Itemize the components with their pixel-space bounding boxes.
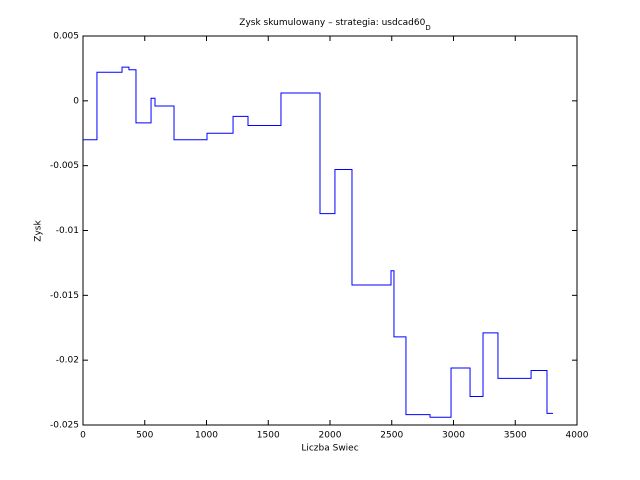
- y-tick-label: 0.005: [53, 32, 79, 42]
- x-tick-label: 3500: [504, 431, 527, 441]
- x-tick-label: 3000: [442, 431, 465, 441]
- y-tick-label: 0: [73, 96, 79, 106]
- x-tick-label: 4000: [566, 431, 589, 441]
- x-tick-label: 0: [80, 431, 86, 441]
- x-tick-label: 500: [136, 431, 153, 441]
- y-tick-label: -0.015: [50, 291, 79, 301]
- title-text: Zysk skumulowany – strategia: usdcad60: [239, 18, 425, 28]
- x-tick-label: 1000: [195, 431, 218, 441]
- title-subscript: D: [425, 24, 430, 32]
- x-tick-label: 1500: [257, 431, 280, 441]
- y-tick-label: -0.025: [50, 421, 79, 431]
- x-axis-label: Liczba Swiec: [301, 444, 358, 454]
- y-tick-label: -0.02: [56, 356, 79, 366]
- x-tick-label: 2000: [319, 431, 342, 441]
- x-tick-label: 2500: [380, 431, 403, 441]
- y-tick-label: -0.01: [56, 226, 79, 236]
- y-axis-label: Zysk: [34, 220, 44, 242]
- y-tick-label: -0.005: [50, 161, 79, 171]
- chart-title: Zysk skumulowany – strategia: usdcad60D: [239, 18, 430, 33]
- plot-area: [82, 35, 578, 426]
- data-line: [83, 66, 554, 418]
